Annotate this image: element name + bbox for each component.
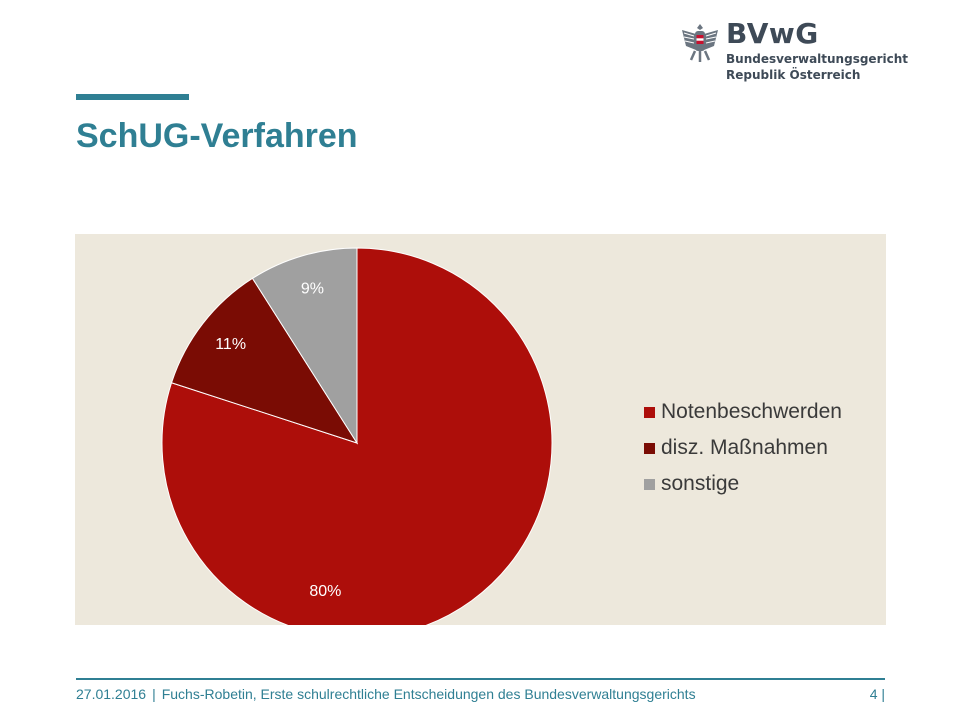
footer: 27.01.2016 | Fuchs-Robetin, Erste schulr… xyxy=(76,686,885,702)
pie-chart: 80% 11% 9% xyxy=(161,247,553,625)
pie-slice-notenbeschwerden xyxy=(161,247,553,625)
pie-data-label-notenbeschwerden: 80% xyxy=(309,583,341,600)
pie-data-label-disz-massnahmen: 11% xyxy=(215,336,246,353)
legend-label: Notenbeschwerden xyxy=(661,400,842,423)
chart-legend: Notenbeschwerden disz. Maßnahmen sonstig… xyxy=(644,394,842,502)
legend-label: sonstige xyxy=(661,472,740,495)
title-accent-bar xyxy=(76,94,189,100)
footer-page-number: 4 | xyxy=(869,686,885,702)
chart-area: 80% 11% 9% Notenbeschwerden disz. Maßnahme… xyxy=(75,234,886,625)
slide-title: SchUG-Verfahren xyxy=(76,117,358,155)
legend-label: disz. Maßnahmen xyxy=(661,436,828,459)
logo-country: Republik Österreich xyxy=(726,68,861,82)
legend-swatch xyxy=(644,406,655,418)
legend-item-notenbeschwerden: Notenbeschwerden xyxy=(644,394,842,430)
footer-date: 27.01.2016 xyxy=(76,686,147,702)
logo-abbreviation: BVwG xyxy=(726,17,819,50)
pie-slice-sonstige xyxy=(251,247,358,445)
legend-item-disz-massnahmen: disz. Maßnahmen xyxy=(644,430,842,466)
bvwg-logo: BVwG Bundesverwaltungsgericht Republik Ö… xyxy=(680,17,908,88)
pie-slice-disz-massnahmen xyxy=(170,277,359,444)
legend-swatch xyxy=(644,478,655,490)
footer-text: Fuchs-Robetin, Erste schulrechtliche Ent… xyxy=(161,686,696,702)
footer-divider xyxy=(76,678,885,680)
legend-swatch xyxy=(644,442,655,454)
pie-data-label-sonstige: 9% xyxy=(301,281,324,298)
logo-court-name: Bundesverwaltungsgericht xyxy=(726,52,908,66)
legend-item-sonstige: sonstige xyxy=(644,466,842,502)
eagle-emblem-icon xyxy=(682,24,718,62)
footer-separator: | xyxy=(152,686,156,702)
